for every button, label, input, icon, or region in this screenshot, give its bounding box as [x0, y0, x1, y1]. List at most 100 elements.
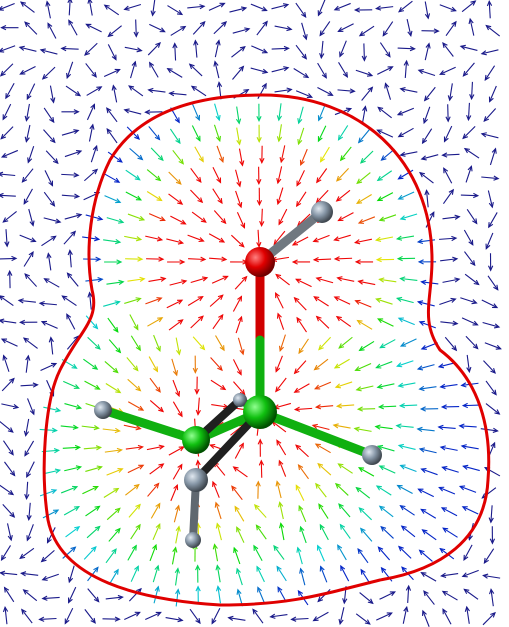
field-arrow: [317, 88, 332, 96]
field-arrow: [128, 546, 136, 561]
field-arrow: [276, 275, 289, 285]
field-arrow: [359, 129, 370, 142]
field-arrow: [148, 43, 160, 55]
field-arrow: [87, 526, 100, 537]
field-arrow: [214, 22, 226, 34]
field-arrow: [359, 468, 374, 476]
field-arrow: [109, 529, 120, 542]
field-arrow: [319, 337, 331, 349]
field-arrow: [317, 169, 327, 183]
field-arrow: [485, 66, 494, 80]
field-arrow: [339, 504, 350, 517]
field-arrow: [381, 527, 393, 539]
field-arrow: [262, 209, 263, 226]
field-arrow: [400, 405, 417, 406]
field-arrow: [173, 465, 182, 480]
field-arrow: [276, 293, 284, 308]
field-arrow: [338, 545, 347, 560]
field-arrow: [64, 507, 79, 515]
field-arrow: [24, 338, 38, 348]
field-arrow: [104, 488, 118, 497]
field-arrow: [361, 151, 373, 163]
field-arrow: [147, 191, 161, 200]
field-arrow: [151, 504, 159, 519]
field-arrow: [341, 566, 349, 581]
field-arrow: [364, 43, 365, 60]
field-arrow: [358, 321, 373, 330]
field-arrow: [277, 440, 286, 455]
field-arrow: [377, 486, 391, 495]
field-arrow: [42, 550, 55, 561]
field-arrow: [360, 593, 373, 604]
field-arrow: [421, 573, 436, 582]
field-arrow: [235, 507, 244, 522]
field-arrow: [379, 406, 396, 407]
field-arrow: [25, 22, 37, 34]
field-arrow: [0, 421, 13, 432]
field-arrow: [170, 216, 185, 224]
field-arrow: [193, 337, 204, 350]
field-arrow: [299, 339, 308, 353]
field-arrow: [188, 259, 205, 260]
field-arrow: [147, 318, 162, 326]
field-arrow: [69, 20, 77, 35]
field-arrow: [233, 382, 244, 395]
field-arrow: [231, 47, 244, 58]
field-arrow: [108, 26, 121, 37]
field-arrow: [337, 168, 349, 180]
field-arrow: [188, 297, 203, 306]
field-arrow: [463, 126, 475, 138]
field-arrow: [398, 485, 413, 493]
field-arrow: [318, 63, 327, 78]
field-arrow: [424, 591, 434, 604]
field-arrow: [128, 379, 141, 390]
field-arrow: [85, 43, 97, 55]
field-arrow: [169, 172, 181, 184]
field-arrow: [443, 528, 457, 537]
field-arrow: [339, 125, 348, 139]
field-arrow: [86, 506, 100, 516]
field-arrow: [314, 297, 328, 306]
atom-h: [362, 445, 382, 465]
field-arrow: [462, 1, 475, 12]
field-arrow: [150, 378, 160, 392]
field-arrow: [108, 44, 116, 59]
field-arrow: [295, 298, 307, 310]
field-arrow: [320, 21, 330, 35]
field-arrow: [274, 546, 284, 560]
field-arrow: [315, 359, 328, 369]
field-arrow: [295, 384, 310, 392]
field-arrow: [64, 231, 75, 244]
field-arrow: [321, 147, 330, 162]
field-arrow: [253, 609, 263, 623]
field-arrow: [88, 337, 100, 349]
field-arrow: [129, 505, 140, 518]
field-arrow: [0, 174, 15, 176]
field-arrow: [151, 148, 163, 160]
field-arrow: [335, 258, 352, 259]
field-arrow: [136, 19, 137, 36]
field-arrow: [399, 128, 414, 136]
field-arrow: [442, 508, 457, 516]
field-arrow: [341, 147, 352, 160]
field-arrow: [126, 170, 140, 180]
field-arrow: [192, 86, 206, 95]
contour: [44, 95, 489, 605]
atom-h: [184, 468, 208, 492]
field-arrow: [466, 336, 478, 348]
field-arrow: [128, 402, 143, 410]
field-arrow: [465, 149, 479, 158]
field-arrow: [107, 129, 117, 143]
field-arrow: [233, 359, 241, 374]
field-arrow: [445, 337, 456, 350]
field-arrow: [338, 213, 353, 221]
field-arrow: [213, 315, 223, 329]
field-arrow: [106, 549, 116, 563]
field-arrow: [169, 447, 184, 455]
field-arrow: [149, 357, 157, 372]
field-arrow: [362, 87, 373, 100]
field-arrow: [25, 441, 34, 456]
field-arrow: [482, 488, 496, 498]
field-arrow: [319, 504, 328, 518]
field-arrow: [43, 510, 58, 518]
